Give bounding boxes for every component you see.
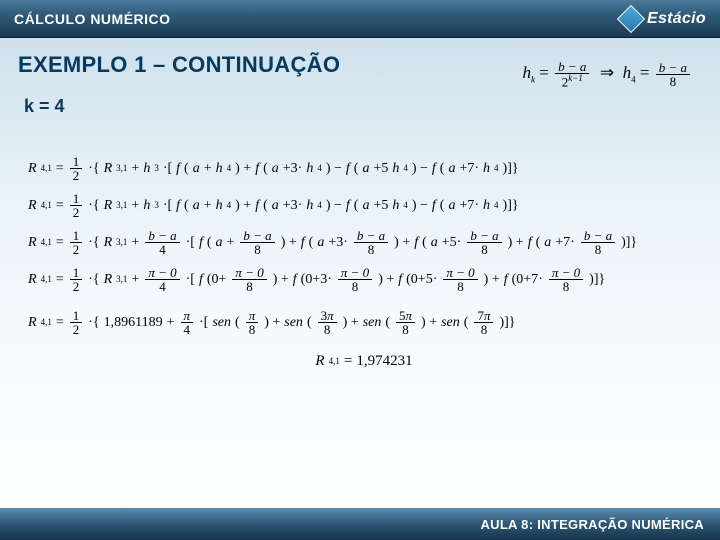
hk-h4-4: 4 bbox=[631, 74, 636, 84]
equation-4: R4,1 = 12 ·{R3,1 + π − 04 ·[ f(0+ π − 08… bbox=[28, 266, 700, 293]
brand-diamond-icon bbox=[617, 4, 645, 32]
hk-frac-left: b − a 2k−1 bbox=[555, 60, 589, 88]
hk-right-num: b − a bbox=[656, 61, 690, 75]
hk-left-den: 2k−1 bbox=[559, 74, 586, 88]
equation-1: R4,1 = 12 ·{R3,1 + h3·[ f(a+h4) + f(a+3·… bbox=[28, 155, 700, 182]
hk-frac-right: b − a 8 bbox=[656, 61, 690, 88]
course-title: CÁLCULO NUMÉRICO bbox=[14, 11, 171, 27]
hk-ksub: k bbox=[531, 74, 535, 84]
eq5-num: 1,8961189 bbox=[104, 316, 163, 330]
hk-eq1: = bbox=[539, 63, 549, 82]
lecture-label: AULA 8: INTEGRAÇÃO NUMÉRICA bbox=[480, 517, 704, 532]
equation-6: R4,1 = 1,974231 bbox=[28, 354, 700, 369]
hk-left-num: b − a bbox=[555, 60, 589, 74]
equation-5: R4,1 = 12 ·{1,8961189 + π4 ·[ sen(π8) + … bbox=[28, 309, 700, 336]
header-bar: CÁLCULO NUMÉRICO Estácio bbox=[0, 0, 720, 38]
brand-block: Estácio bbox=[621, 9, 706, 29]
equations-block: R4,1 = 12 ·{R3,1 + h3·[ f(a+h4) + f(a+3·… bbox=[28, 155, 700, 379]
equation-2: R4,1 = 12 ·{R3,1 + h3·[ f(a+h4) + f(a+3·… bbox=[28, 192, 700, 219]
hk-h: h bbox=[523, 63, 532, 82]
k-value: k = 4 bbox=[0, 84, 720, 129]
equation-3: R4,1 = 12 ·{R3,1 + b − a4 ·[ f(a+ b − a8… bbox=[28, 229, 700, 256]
hk-implies: ⇒ bbox=[600, 63, 614, 82]
brand-text: Estácio bbox=[647, 10, 706, 28]
hk-eq2: = bbox=[640, 63, 650, 82]
hk-formula: hk = b − a 2k−1 ⇒ h4 = b − a 8 bbox=[523, 60, 693, 88]
eq6-val: 1,974231 bbox=[356, 354, 412, 369]
footer-bar: AULA 8: INTEGRAÇÃO NUMÉRICA bbox=[0, 508, 720, 540]
hk-right-den: 8 bbox=[667, 75, 680, 88]
hk-h4-h: h bbox=[623, 63, 632, 82]
